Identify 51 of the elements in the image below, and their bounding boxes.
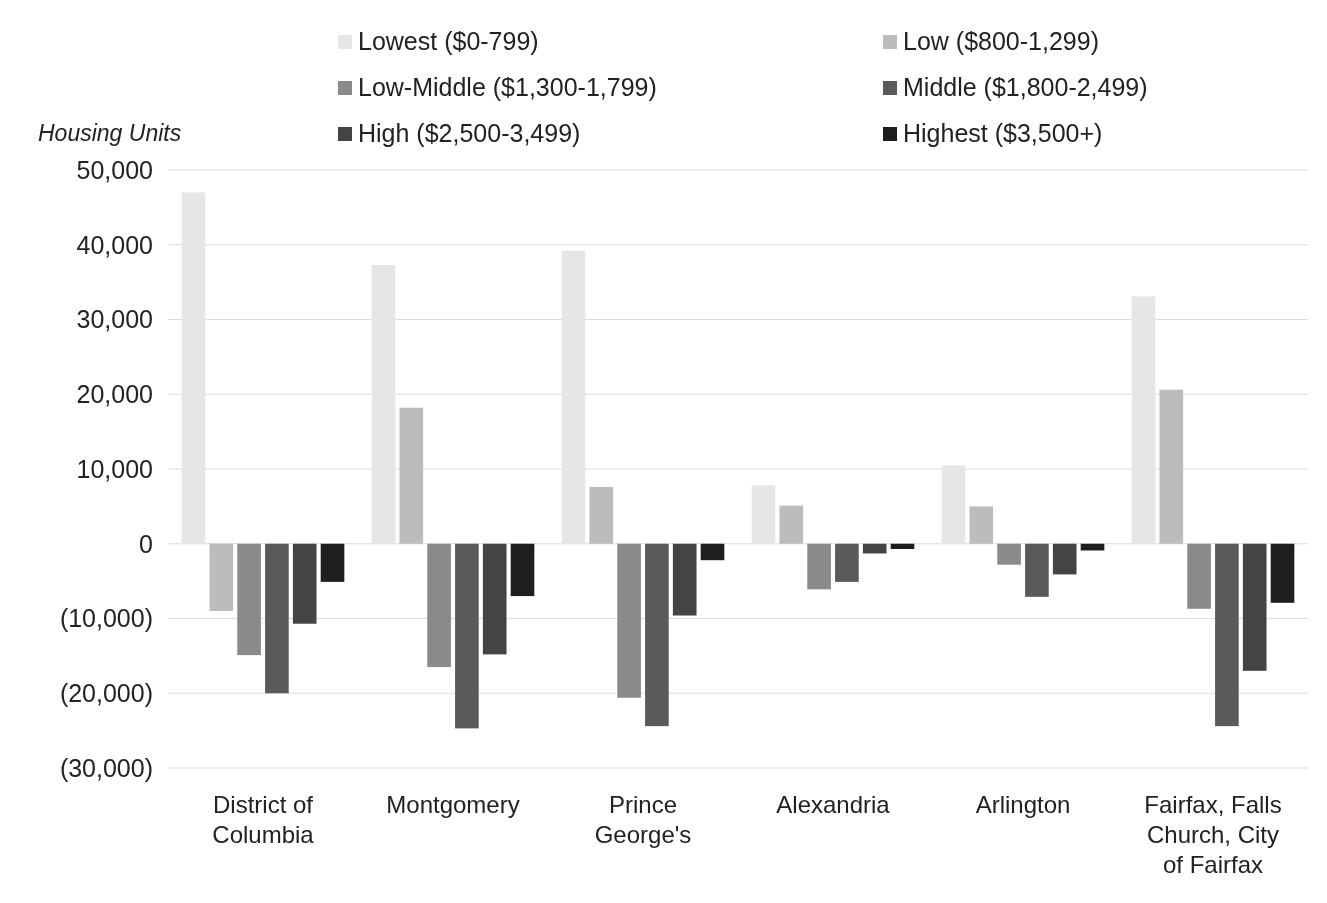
bar <box>320 543 345 582</box>
bar <box>835 543 859 582</box>
bar <box>265 543 289 694</box>
x-tick-label: Montgomery <box>386 791 520 818</box>
bar <box>1159 389 1184 544</box>
bar <box>209 543 234 612</box>
y-tick-label: 20,000 <box>76 380 153 408</box>
x-tick-label: Fairfax, Falls Church, City of Fairfax <box>1144 791 1282 878</box>
bar <box>617 543 641 698</box>
bar <box>862 543 887 554</box>
x-tick-label: District of Columbia <box>212 791 315 848</box>
bar <box>1025 543 1049 597</box>
bar <box>890 543 915 549</box>
bar <box>969 506 994 544</box>
x-tick-label: Alexandria <box>776 791 891 818</box>
bar <box>455 543 479 729</box>
bar <box>997 543 1021 565</box>
bar <box>1215 543 1239 727</box>
bar <box>399 407 424 544</box>
bar <box>427 543 451 668</box>
y-tick-label: 50,000 <box>76 155 153 184</box>
bar <box>779 505 804 544</box>
bar <box>510 543 535 597</box>
bar <box>1052 543 1077 575</box>
bar <box>1187 543 1211 609</box>
legend-label: Low ($800-1,299) <box>903 27 1099 55</box>
bar <box>807 543 831 590</box>
bar <box>645 543 669 727</box>
bar <box>1242 543 1267 671</box>
bar <box>237 543 261 656</box>
y-tick-label: 30,000 <box>76 305 153 334</box>
y-tick-label: (10,000) <box>59 604 153 633</box>
legend-label: High ($2,500-3,499) <box>358 119 581 147</box>
y-tick-label: 40,000 <box>76 230 153 259</box>
legend-label: Lowest ($0-799) <box>358 27 539 55</box>
y-tick-label: 10,000 <box>76 454 153 483</box>
legend-label: Middle ($1,800-2,499) <box>903 73 1148 101</box>
bar <box>700 543 725 561</box>
y-tick-label: (30,000) <box>59 753 153 782</box>
x-tick-label: Prince George's <box>594 791 692 848</box>
bar <box>589 486 614 544</box>
bar <box>292 543 317 624</box>
y-tick-label: 0 <box>139 529 153 558</box>
legend-label: Low-Middle ($1,300-1,799) <box>358 73 657 101</box>
bar <box>672 543 697 616</box>
y-tick-label: (20,000) <box>59 679 153 707</box>
y-axis-title: Housing Units <box>38 120 182 146</box>
bar <box>482 543 507 655</box>
x-tick-label: Arlington <box>975 791 1071 818</box>
legend-label: Highest ($3,500+) <box>903 119 1103 147</box>
bar <box>1270 543 1295 603</box>
